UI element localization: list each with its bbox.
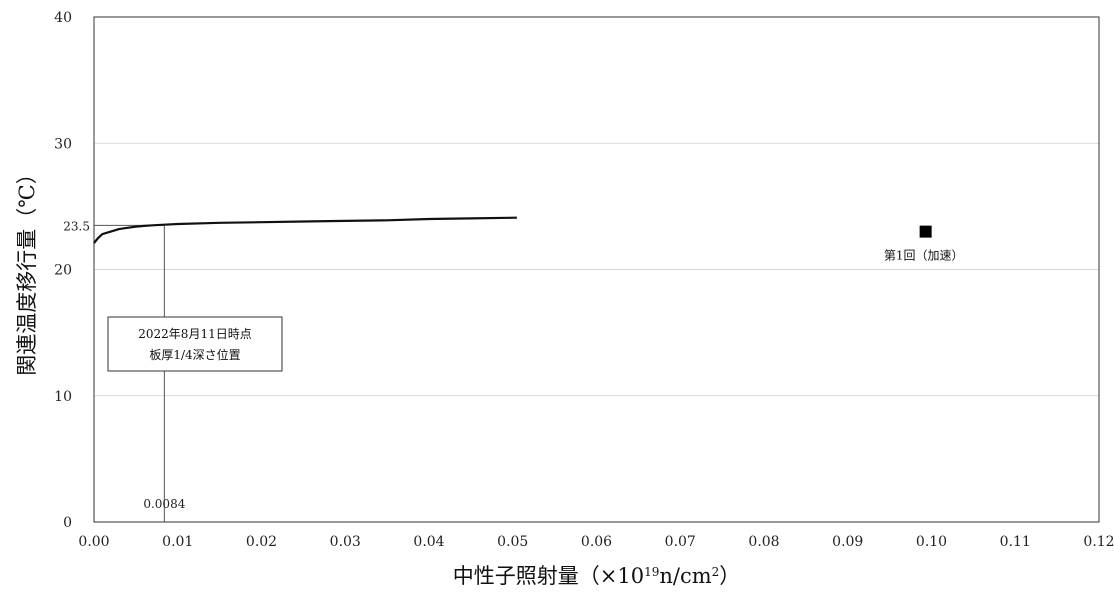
y-reference-label: 23.5 (63, 219, 90, 233)
x-tick-label: 0.08 (748, 534, 779, 550)
x-tick-label: 0.09 (832, 534, 863, 550)
annotation-line-1: 2022年8月11日時点 (138, 327, 251, 341)
x-tick-label: 0.06 (581, 534, 612, 550)
x-axis-title-part1: 中性子照射量（×10 (453, 564, 644, 588)
x-tick-label: 0.02 (246, 534, 277, 550)
plot-frame (93, 16, 1100, 523)
x-tick-label: 0.03 (330, 534, 361, 550)
y-tick-label: 40 (54, 10, 72, 26)
x-tick-label: 0.01 (162, 534, 193, 550)
y-tick-label: 20 (54, 263, 72, 279)
y-axis-title: 関連温度移行量（℃） (15, 163, 39, 376)
annotation-box: 2022年8月11日時点 板厚1/4深さ位置 (107, 316, 283, 372)
grid-lines (94, 142, 1099, 397)
annotation-frame (107, 316, 283, 372)
x-tick-label: 0.11 (1000, 534, 1031, 550)
x-tick-labels: 0.00 0.01 0.02 0.03 0.04 0.05 0.06 0.07 0.08 0.09… (78, 534, 1114, 550)
x-axis-title-exponent2: 2 (712, 565, 720, 579)
x-tick-label: 0.10 (916, 534, 947, 550)
x-tick-label: 0.05 (497, 534, 528, 550)
point-label: 第1回（加速） (884, 249, 964, 263)
x-axis-title-part3: ） (719, 564, 740, 588)
x-tick-label: 0.07 (665, 534, 696, 550)
x-tick-label: 0.00 (78, 534, 109, 550)
y-tick-label: 30 (54, 136, 72, 152)
x-tick-label: 0.04 (413, 534, 444, 550)
y-tick-label: 0 (63, 515, 72, 531)
x-axis-title-exponent: 19 (644, 565, 659, 579)
y-tick-labels: 0 10 20 30 40 (54, 10, 72, 531)
y-tick-label: 10 (54, 389, 72, 405)
series-line (93, 216, 517, 244)
x-axis-title-part2: n/cm (659, 564, 711, 588)
x-axis-title: 中性子照射量（×1019n/cm2） (453, 564, 741, 588)
x-tick-label: 0.12 (1083, 534, 1114, 550)
annotation-line-2: 板厚1/4深さ位置 (149, 347, 240, 362)
data-point-marker (919, 225, 932, 238)
data-series (93, 216, 932, 244)
x-reference-label: 0.0084 (143, 497, 185, 511)
